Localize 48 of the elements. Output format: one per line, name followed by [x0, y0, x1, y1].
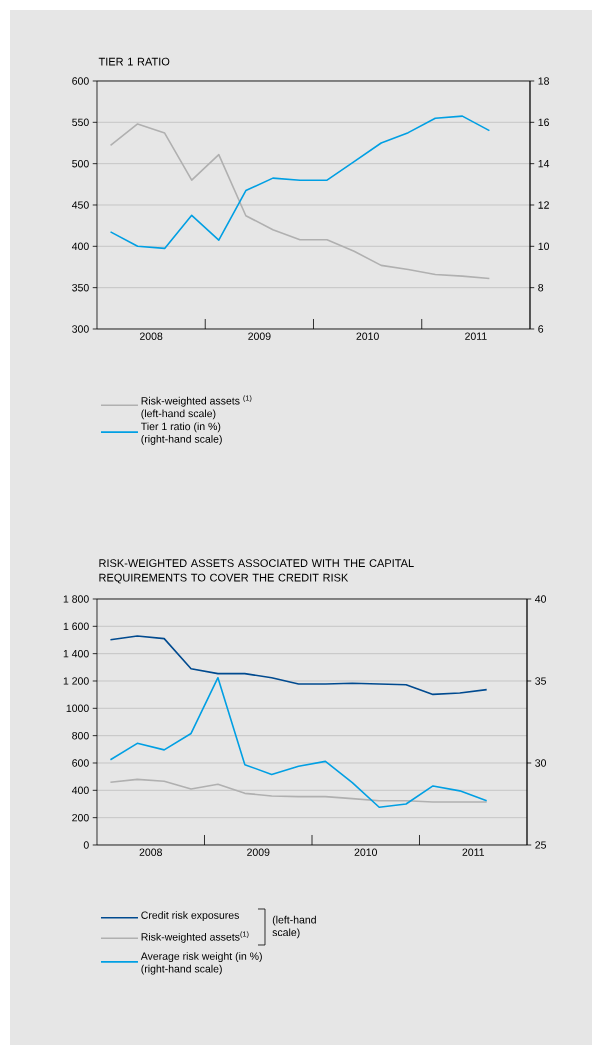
y-tick-label: 1 600 [63, 622, 89, 631]
y-tick-label: 1 200 [63, 677, 89, 685]
line-series [109, 635, 488, 696]
x-tick-label: 2008 [139, 332, 163, 340]
x-tick-label: 2011 [465, 332, 487, 340]
y-tick-label: 1 800 [63, 595, 89, 603]
legend-label: Credit risk exposures [141, 911, 239, 921]
y-tick-label: 500 [72, 159, 89, 168]
y-tick-label: 1 400 [63, 649, 89, 658]
line-series [109, 123, 491, 280]
x-tick-label: 2009 [248, 332, 271, 340]
y-tick-label: 0 [83, 841, 89, 849]
x-tick-label: 2008 [139, 848, 162, 856]
chart-title: TIER 1 RATIO [98, 57, 170, 66]
x-tick-label: 2010 [354, 848, 378, 856]
y-tick-label: 300 [72, 325, 89, 333]
y-tick-label: 600 [72, 759, 89, 767]
y2-tick-label: 18 [538, 77, 549, 85]
y-tick-label: 400 [71, 786, 89, 795]
legend-label: Tier 1 ratio (in %) (right-hand scale) [141, 422, 222, 445]
y2-tick-label: 16 [538, 118, 549, 127]
line-series [109, 115, 491, 250]
x-tick-label: 2011 [462, 848, 485, 856]
y2-tick-label: 40 [535, 595, 547, 603]
y-tick-label: 350 [72, 283, 89, 292]
y2-tick-label: 35 [535, 677, 547, 685]
line-series [109, 676, 488, 809]
y2-tick-label: 25 [535, 841, 547, 849]
y2-tick-label: 10 [538, 242, 550, 251]
legend-label: Average risk weight (in %) (right-hand scale) [140, 952, 262, 975]
y2-tick-label: 6 [538, 325, 544, 333]
y-tick-label: 450 [71, 201, 89, 209]
y2-tick-label: 8 [538, 283, 544, 292]
text: Risk-weighted assets $^{(1)}$ (left-hand scale) [141, 395, 252, 420]
y-tick-label: 1000 [66, 704, 89, 713]
y-tick-label: 600 [72, 77, 89, 85]
y-tick-label: 200 [72, 813, 89, 822]
y-tick-label: 400 [71, 242, 89, 251]
y2-tick-label: 12 [538, 201, 549, 209]
chart-title: RISK-WEIGHTED ASSETS ASSOCIATED WITH THE CAPITAL REQUIREMENTS TO COVER THE CREDIT RISK [99, 559, 414, 584]
text: (left-hand scale) [272, 915, 316, 939]
legend-label: Risk-weighted assets$^{(1)}$ [141, 931, 249, 943]
y-tick-label: 550 [72, 118, 89, 127]
x-tick-label: 2010 [356, 332, 379, 340]
y-tick-label: 800 [72, 731, 89, 740]
y2-tick-label: 14 [538, 160, 550, 168]
x-tick-label: 2009 [247, 848, 270, 856]
y2-tick-label: 30 [535, 759, 547, 767]
